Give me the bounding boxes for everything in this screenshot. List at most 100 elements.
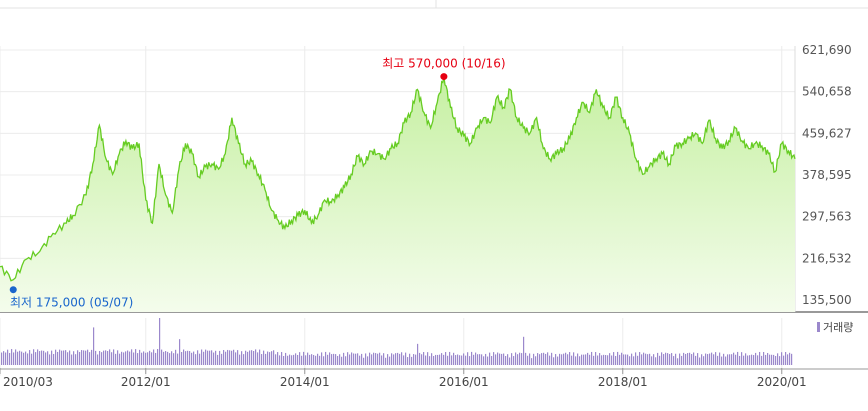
- volume-bar: [137, 353, 139, 365]
- volume-bar: [201, 349, 203, 365]
- volume-bar: [611, 355, 613, 365]
- y-tick-label: 540,658: [802, 85, 852, 99]
- y-tick-label: 621,690: [802, 43, 852, 57]
- volume-layer: 거래량: [1, 318, 853, 365]
- volume-bar: [95, 350, 97, 365]
- volume-bar: [151, 352, 153, 365]
- volume-bar: [519, 352, 521, 365]
- volume-bar: [653, 354, 655, 365]
- volume-bar: [283, 356, 285, 365]
- volume-bar: [745, 353, 747, 365]
- volume-bar: [663, 354, 665, 365]
- volume-bar: [329, 352, 331, 365]
- volume-bar: [353, 353, 355, 365]
- volume-bar: [667, 353, 669, 365]
- volume-bar: [313, 354, 315, 365]
- volume-bar: [71, 354, 73, 365]
- volume-bar: [603, 354, 605, 365]
- volume-bar: [449, 351, 451, 365]
- volume-bar: [423, 352, 425, 365]
- volume-bar: [213, 352, 215, 365]
- volume-bar: [583, 354, 585, 365]
- volume-bar: [295, 353, 297, 365]
- volume-bar: [403, 355, 405, 365]
- volume-bar: [781, 352, 783, 365]
- volume-bar: [741, 352, 743, 365]
- volume-bar: [237, 350, 239, 365]
- volume-bar: [115, 353, 117, 365]
- volume-bar: [571, 355, 573, 365]
- volume-bar: [467, 352, 469, 365]
- volume-bar: [579, 356, 581, 365]
- volume-bar: [675, 353, 677, 365]
- volume-bar: [337, 355, 339, 365]
- volume-bar: [551, 352, 553, 365]
- volume-bar: [609, 353, 611, 365]
- volume-legend-label: 거래량: [823, 321, 853, 334]
- volume-bar: [287, 355, 289, 365]
- volume-bar: [209, 350, 211, 365]
- volume-bar: [563, 353, 565, 365]
- volume-bar: [673, 356, 675, 365]
- volume-bar: [207, 350, 209, 365]
- volume-bar: [699, 357, 701, 365]
- volume-bar: [677, 358, 679, 365]
- volume-bar: [459, 355, 461, 365]
- volume-bar: [119, 353, 121, 365]
- volume-bar: [205, 349, 207, 365]
- volume-bar: [43, 350, 45, 365]
- volume-bar: [231, 350, 233, 365]
- volume-bar: [37, 349, 39, 365]
- volume-bar: [483, 356, 485, 365]
- volume-bar: [171, 351, 173, 365]
- volume-bar: [541, 353, 543, 365]
- volume-bar: [385, 357, 387, 365]
- volume-bar: [307, 352, 309, 365]
- volume-bar: [5, 352, 7, 365]
- volume-bar: [359, 355, 361, 365]
- volume-bar: [445, 352, 447, 365]
- volume-bar: [217, 354, 219, 365]
- volume-bar: [109, 349, 111, 365]
- volume-bar: [275, 354, 277, 365]
- volume-bar: [439, 354, 441, 365]
- price-area-fill: [0, 76, 795, 312]
- volume-bar: [743, 355, 745, 365]
- volume-bar: [405, 352, 407, 365]
- volume-bar: [163, 351, 165, 365]
- volume-bar: [101, 352, 103, 365]
- volume-bar: [221, 353, 223, 365]
- y-tick-label: 135,500: [802, 293, 852, 307]
- volume-bar: [277, 352, 279, 365]
- volume-bar: [511, 353, 513, 365]
- volume-bar: [747, 355, 749, 365]
- volume-bar: [179, 339, 181, 365]
- volume-bar: [91, 349, 93, 365]
- volume-bar: [681, 355, 683, 365]
- volume-bar: [419, 352, 421, 365]
- volume-bar: [9, 352, 11, 365]
- volume-bar: [679, 353, 681, 365]
- volume-bar: [587, 352, 589, 365]
- volume-bar: [649, 353, 651, 365]
- volume-bar: [533, 353, 535, 365]
- volume-bar: [629, 356, 631, 365]
- volume-bar: [759, 351, 761, 365]
- volume-bar: [573, 352, 575, 365]
- volume-bar: [347, 352, 349, 365]
- y-tick-label: 459,627: [802, 126, 852, 140]
- volume-bar: [81, 350, 83, 365]
- x-tick-label: 2014/01: [280, 375, 330, 389]
- volume-bar: [203, 351, 205, 365]
- volume-bar: [143, 351, 145, 365]
- volume-bar: [245, 350, 247, 365]
- volume-bar: [495, 354, 497, 365]
- volume-bar: [21, 351, 23, 365]
- volume-bar: [349, 354, 351, 365]
- x-tick-label: 2012/01: [121, 375, 171, 389]
- top-frame: [0, 0, 868, 9]
- volume-bar: [661, 352, 663, 365]
- volume-bar: [123, 352, 125, 365]
- volume-bar: [59, 349, 61, 365]
- volume-bar: [195, 354, 197, 365]
